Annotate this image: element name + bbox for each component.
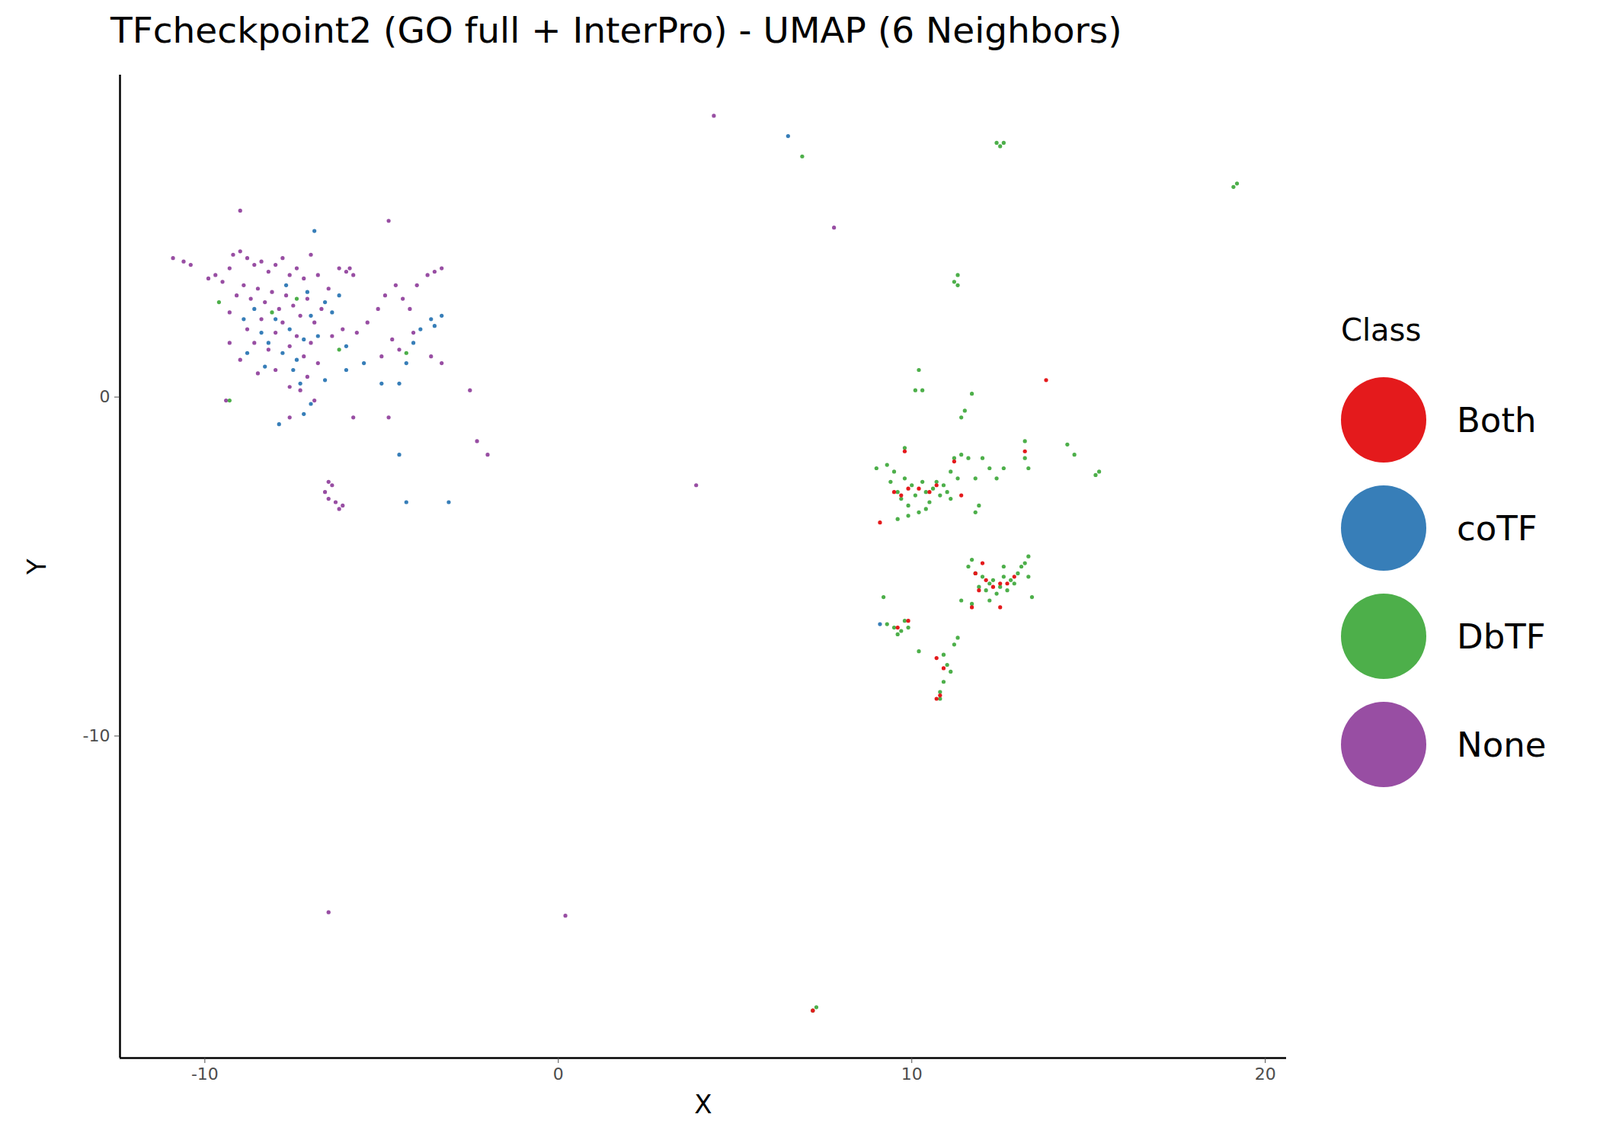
html-text:Both: Both xyxy=(1456,399,1537,440)
svg-text:10: 10 xyxy=(901,1064,923,1084)
html-text:DbTF: DbTF xyxy=(1456,616,1546,657)
svg-text:-10: -10 xyxy=(191,1064,219,1084)
svg-text:20: 20 xyxy=(1254,1064,1277,1084)
html-text:TFcheckpoint2 (GO full + Inter: TFcheckpoint2 (GO full + InterPro) - UMA… xyxy=(110,9,1122,52)
html-text:coTF: coTF xyxy=(1456,507,1538,549)
svg-text:Y: Y xyxy=(21,558,52,576)
html-text:Class: Class xyxy=(1340,312,1422,348)
svg-text:0: 0 xyxy=(99,387,111,407)
svg-text:0: 0 xyxy=(553,1064,564,1084)
html-text:None: None xyxy=(1456,724,1547,765)
svg-text:-10: -10 xyxy=(83,726,111,746)
svg-text:X: X xyxy=(694,1088,712,1120)
